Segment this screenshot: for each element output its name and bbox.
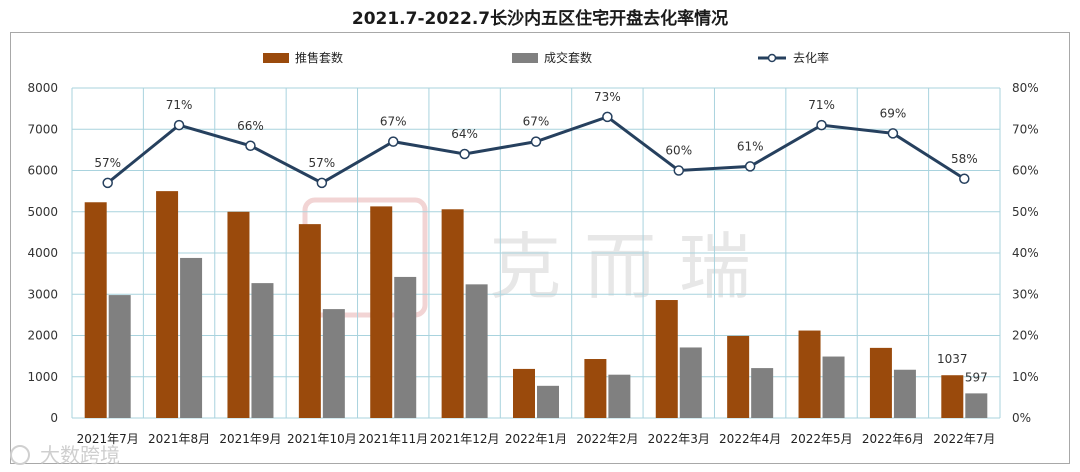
rate-data-label: 57% bbox=[309, 156, 336, 170]
bar-deal bbox=[537, 385, 559, 418]
bar-deal bbox=[608, 374, 631, 418]
bar-deal-data-label: 597 bbox=[965, 370, 988, 384]
y-left-tick-label: 4000 bbox=[27, 246, 58, 260]
y-right-tick-label: 30% bbox=[1012, 287, 1039, 301]
y-right-tick-label: 70% bbox=[1012, 122, 1039, 136]
bar-push bbox=[156, 191, 179, 418]
y-right-tick-label: 50% bbox=[1012, 205, 1039, 219]
rate-point bbox=[316, 177, 328, 189]
brand-logo-icon bbox=[10, 445, 30, 465]
x-tick-label: 2021年8月 bbox=[148, 432, 210, 446]
x-tick-label: 2021年11月 bbox=[358, 432, 428, 446]
x-tick-label: 2022年6月 bbox=[862, 432, 924, 446]
rate-data-label: 67% bbox=[523, 115, 550, 129]
rate-data-label: 73% bbox=[594, 90, 621, 104]
rate-data-label: 69% bbox=[880, 106, 907, 120]
x-tick-label: 2021年12月 bbox=[430, 432, 500, 446]
rate-point bbox=[173, 119, 185, 131]
bar-deal bbox=[322, 309, 345, 418]
bar-push bbox=[441, 209, 464, 418]
rate-data-label: 67% bbox=[380, 115, 407, 129]
legend-label-rate: 去化率 bbox=[793, 50, 829, 65]
y-right-tick-label: 80% bbox=[1012, 81, 1039, 95]
legend-label-deal: 成交套数 bbox=[544, 50, 592, 65]
y-left-tick-label: 0 bbox=[50, 411, 58, 425]
y-left-tick-label: 6000 bbox=[27, 164, 58, 178]
rate-point bbox=[387, 136, 399, 147]
bar-push bbox=[655, 300, 678, 418]
bar-push bbox=[370, 206, 393, 418]
y-left-tick-label: 7000 bbox=[27, 122, 58, 136]
bar-deal bbox=[465, 284, 488, 418]
bar-deal bbox=[394, 276, 417, 418]
y-right-tick-label: 20% bbox=[1012, 329, 1039, 343]
bar-push bbox=[941, 375, 964, 418]
y-left-tick-label: 5000 bbox=[27, 205, 58, 219]
chart-title: 2021.7-2022.7长沙内五区住宅开盘去化率情况 bbox=[351, 9, 729, 29]
y-right-tick-label: 10% bbox=[1012, 370, 1039, 384]
x-tick-label: 2021年9月 bbox=[219, 432, 281, 446]
brand-logo-text: 大数跨境 bbox=[40, 443, 120, 467]
rate-data-label: 57% bbox=[94, 156, 121, 170]
legend-swatch-push bbox=[263, 53, 289, 63]
rate-point bbox=[959, 173, 970, 184]
y-left-tick-label: 2000 bbox=[27, 329, 58, 343]
rate-data-label: 66% bbox=[237, 119, 264, 133]
rate-point bbox=[459, 148, 470, 160]
bar-push bbox=[84, 202, 107, 418]
bar-deal bbox=[679, 347, 702, 418]
bar-deal bbox=[751, 368, 774, 418]
rate-point bbox=[530, 136, 542, 147]
rate-data-label: 64% bbox=[451, 127, 478, 141]
x-tick-label: 2022年5月 bbox=[790, 432, 852, 446]
y-right-tick-label: 40% bbox=[1012, 246, 1039, 260]
bar-push-data-label: 1037 bbox=[937, 352, 968, 366]
rate-data-label: 60% bbox=[665, 144, 692, 158]
chart-frame bbox=[10, 32, 1070, 464]
watermark-text: 克 而 瑞 bbox=[489, 225, 751, 309]
rate-data-label: 58% bbox=[951, 152, 978, 166]
y-right-tick-label: 60% bbox=[1012, 164, 1039, 178]
bar-push bbox=[584, 359, 607, 418]
rate-point bbox=[816, 119, 827, 131]
rate-point bbox=[602, 111, 613, 123]
rate-point bbox=[673, 165, 685, 176]
bar-push bbox=[227, 211, 250, 418]
x-tick-label: 2021年10月 bbox=[287, 432, 357, 446]
x-tick-label: 2022年4月 bbox=[719, 432, 781, 446]
legend-label-push: 推售套数 bbox=[295, 50, 343, 65]
rate-point bbox=[245, 140, 256, 151]
bar-deal bbox=[965, 393, 988, 418]
rate-point bbox=[102, 177, 113, 189]
y-left-tick-label: 1000 bbox=[27, 370, 58, 384]
bar-push bbox=[798, 330, 821, 418]
rate-point bbox=[744, 161, 756, 172]
x-tick-label: 2022年1月 bbox=[505, 432, 567, 446]
y-right-tick-label: 0% bbox=[1012, 411, 1031, 425]
legend-swatch-deal bbox=[512, 53, 538, 63]
x-tick-label: 2022年3月 bbox=[648, 432, 710, 446]
bar-push bbox=[298, 224, 321, 418]
legend-marker-rate bbox=[767, 53, 777, 63]
bar-deal bbox=[180, 257, 203, 418]
rate-data-label: 71% bbox=[808, 98, 835, 112]
bar-push bbox=[869, 347, 892, 418]
bar-push bbox=[513, 368, 535, 418]
rate-point bbox=[887, 128, 899, 139]
x-tick-label: 2022年7月 bbox=[933, 432, 995, 446]
bar-deal bbox=[108, 295, 131, 418]
bar-deal bbox=[893, 369, 916, 418]
y-left-tick-label: 3000 bbox=[27, 287, 58, 301]
rate-data-label: 61% bbox=[737, 139, 764, 153]
bar-push bbox=[727, 335, 750, 418]
bar-deal bbox=[251, 283, 274, 418]
x-tick-label: 2022年2月 bbox=[576, 432, 638, 446]
rate-data-label: 71% bbox=[166, 98, 193, 112]
y-left-tick-label: 8000 bbox=[27, 81, 58, 95]
x-tick-label: 2021年7月 bbox=[77, 432, 139, 446]
bar-deal bbox=[822, 356, 845, 418]
